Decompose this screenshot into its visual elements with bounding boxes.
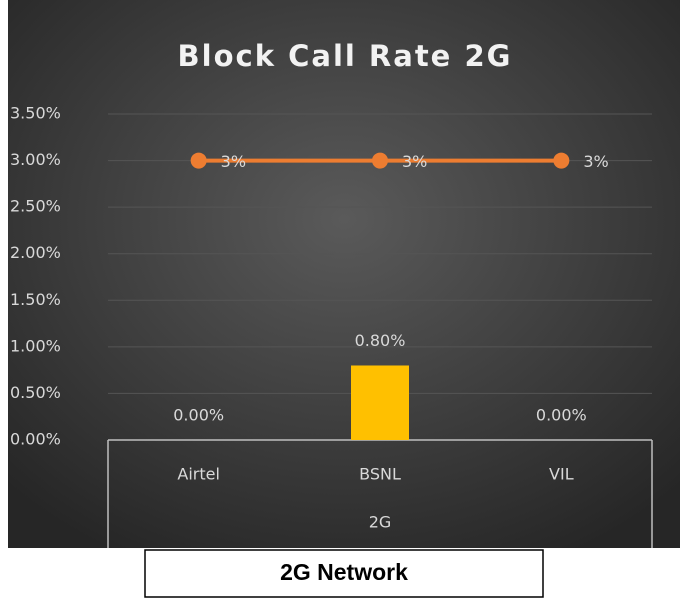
x-tick-label: Airtel — [177, 465, 220, 484]
line-value-label: 3% — [402, 152, 427, 171]
y-tick-label: 3.50% — [10, 104, 61, 123]
line-marker — [190, 152, 207, 169]
y-tick-label: 0.50% — [10, 383, 61, 402]
y-tick-label: 2.50% — [10, 197, 61, 216]
y-tick-label: 0.00% — [10, 430, 61, 449]
caption-box — [144, 549, 544, 598]
y-tick-label: 1.00% — [10, 336, 61, 355]
bar-value-label: 0.00% — [173, 406, 224, 425]
x-tick-label: BSNL — [359, 465, 401, 484]
chart-background — [8, 0, 680, 548]
x-group-label: 2G — [369, 513, 392, 532]
bar-value-label: 0.80% — [355, 331, 406, 350]
line-value-label: 3% — [221, 152, 246, 171]
y-tick-label: 3.00% — [10, 150, 61, 169]
line-marker — [553, 152, 570, 169]
bar-value-label: 0.00% — [536, 406, 587, 425]
y-tick-label: 1.50% — [10, 290, 61, 309]
x-tick-label: VIL — [549, 465, 574, 484]
y-tick-label: 2.00% — [10, 243, 61, 262]
chart-title: Block Call Rate 2G — [178, 39, 513, 73]
line-marker — [372, 152, 388, 169]
bar — [351, 365, 409, 440]
caption: 2G Network — [280, 559, 408, 585]
line-value-label: 3% — [583, 152, 608, 171]
